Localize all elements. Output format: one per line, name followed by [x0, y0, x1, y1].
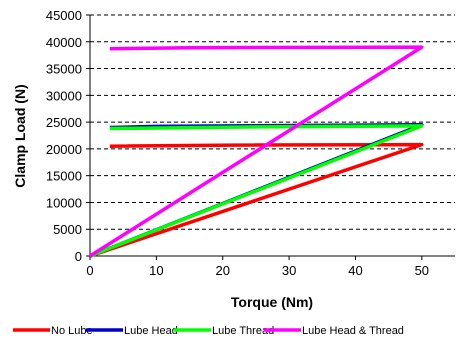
series-lines	[89, 45, 424, 258]
x-tick-label: 10	[149, 263, 163, 278]
gridlines	[90, 14, 455, 230]
axes	[86, 14, 455, 260]
y-tick-label: 30000	[46, 88, 82, 103]
y-tick-label: 20000	[46, 142, 82, 157]
y-axis-title: Clamp Load (N)	[12, 84, 28, 187]
legend-label: Lube Head & Thread	[302, 325, 404, 337]
y-tick-label: 0	[75, 249, 82, 264]
series-line-lube-thread	[89, 124, 424, 258]
y-tick-label: 5000	[53, 222, 82, 237]
x-axis-title: Torque (Nm)	[231, 294, 313, 310]
legend-item-no-lube: No Lube	[13, 325, 93, 337]
legend-label: Lube Head	[124, 325, 178, 337]
legend-item-lube-head: Lube Head	[86, 325, 178, 337]
series-line-no-lube	[89, 142, 424, 258]
y-tick-label: 15000	[46, 169, 82, 184]
x-tick-label: 0	[86, 263, 93, 278]
legend-label: Lube Thread	[212, 325, 274, 337]
x-tick-label: 50	[415, 263, 429, 278]
legend-item-lube-thread: Lube Thread	[174, 325, 274, 337]
x-tick-label: 30	[282, 263, 296, 278]
legend: No Lube Lube Head Lube Thread Lube Head & T…	[13, 325, 404, 337]
tick-labels: 0 5000 10000 15000 20000 25000 30000 35000 40000…	[46, 8, 429, 278]
legend-item-lube-head-thread: Lube Head & Thread	[264, 325, 404, 337]
x-tick-label: 20	[215, 263, 229, 278]
legend-label: No Lube	[51, 325, 93, 337]
series-line-lube-head-thread	[89, 45, 424, 258]
x-tick-label: 40	[348, 263, 362, 278]
y-tick-label: 40000	[46, 35, 82, 50]
y-tick-label: 25000	[46, 115, 82, 130]
y-tick-label: 45000	[46, 8, 82, 23]
y-tick-label: 35000	[46, 62, 82, 77]
y-tick-label: 10000	[46, 195, 82, 210]
